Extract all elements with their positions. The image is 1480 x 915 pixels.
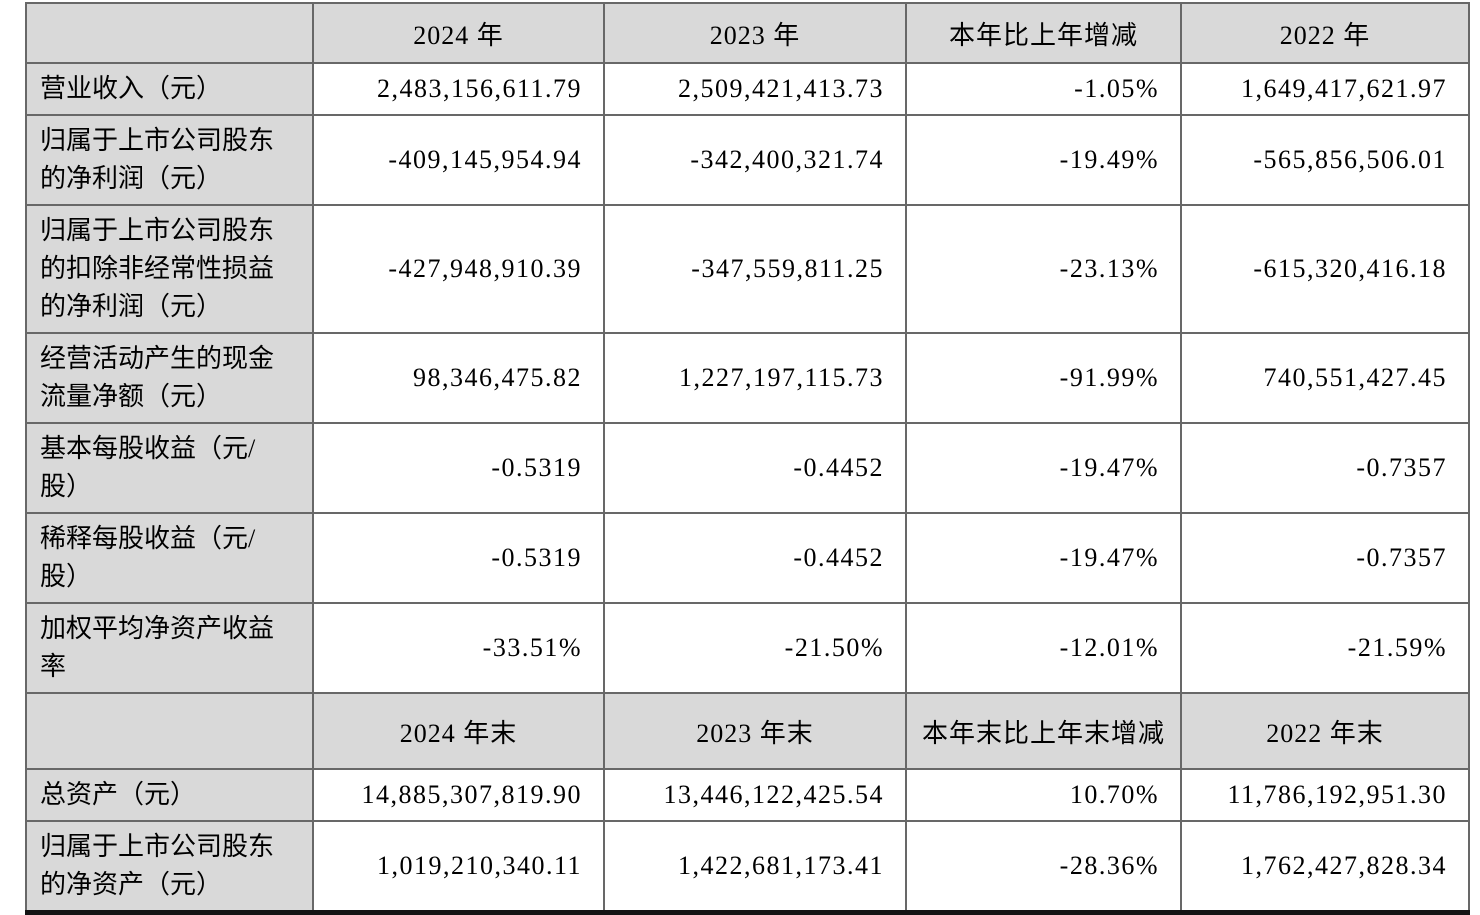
- value-yoy-change: -1.05%: [905, 62, 1182, 116]
- value-2023: 1,227,197,115.73: [603, 332, 907, 424]
- value-year-end-change: -28.36%: [905, 820, 1182, 914]
- value-2022-end: 11,786,192,951.30: [1180, 768, 1470, 822]
- row-label: 营业收入（元）: [25, 62, 314, 116]
- value-2023: -0.4452: [603, 512, 907, 604]
- value-2024: 2,483,156,611.79: [312, 62, 605, 116]
- row-label: 总资产（元）: [25, 768, 314, 822]
- value-2024: -0.5319: [312, 422, 605, 514]
- row-basic-eps: 基本每股收益（元/股） -0.5319 -0.4452 -19.47% -0.7…: [25, 422, 1470, 514]
- value-2024-end: 14,885,307,819.90: [312, 768, 605, 822]
- value-2023: -21.50%: [603, 602, 907, 694]
- row-label: 归属于上市公司股东的净资产（元）: [25, 820, 314, 914]
- row-label: 归属于上市公司股东的净利润（元）: [25, 114, 314, 206]
- value-2024: -409,145,954.94: [312, 114, 605, 206]
- row-net-profit-excl-nonrecurring: 归属于上市公司股东的扣除非经常性损益的净利润（元） -427,948,910.3…: [25, 204, 1470, 334]
- row-label: 经营活动产生的现金流量净额（元）: [25, 332, 314, 424]
- value-2023: 2,509,421,413.73: [603, 62, 907, 116]
- value-yoy-change: -19.49%: [905, 114, 1182, 206]
- value-yoy-change: -91.99%: [905, 332, 1182, 424]
- column-header-year-end-change: 本年末比上年末增减: [905, 692, 1182, 770]
- table-header-row-annual: 2024 年 2023 年 本年比上年增减 2022 年: [25, 2, 1470, 64]
- value-year-end-change: 10.70%: [905, 768, 1182, 822]
- value-2022: -565,856,506.01: [1180, 114, 1470, 206]
- value-yoy-change: -19.47%: [905, 422, 1182, 514]
- value-2022: -0.7357: [1180, 512, 1470, 604]
- value-2024-end: 1,019,210,340.11: [312, 820, 605, 914]
- row-operating-revenue: 营业收入（元） 2,483,156,611.79 2,509,421,413.7…: [25, 62, 1470, 116]
- value-2023: -342,400,321.74: [603, 114, 907, 206]
- value-2022: -0.7357: [1180, 422, 1470, 514]
- value-2023: -0.4452: [603, 422, 907, 514]
- row-total-assets: 总资产（元） 14,885,307,819.90 13,446,122,425.…: [25, 768, 1470, 822]
- column-header-2022: 2022 年: [1180, 2, 1470, 64]
- row-label: 加权平均净资产收益率: [25, 602, 314, 694]
- value-2022: 740,551,427.45: [1180, 332, 1470, 424]
- value-2022: 1,649,417,621.97: [1180, 62, 1470, 116]
- column-header-2024-end: 2024 年末: [312, 692, 605, 770]
- row-diluted-eps: 稀释每股收益（元/股） -0.5319 -0.4452 -19.47% -0.7…: [25, 512, 1470, 604]
- financial-summary-table: 2024 年 2023 年 本年比上年增减 2022 年 营业收入（元） 2,4…: [25, 2, 1470, 915]
- value-yoy-change: -12.01%: [905, 602, 1182, 694]
- column-header-2022-end: 2022 年末: [1180, 692, 1470, 770]
- row-net-profit-attributable: 归属于上市公司股东的净利润（元） -409,145,954.94 -342,40…: [25, 114, 1470, 206]
- value-yoy-change: -23.13%: [905, 204, 1182, 334]
- row-net-assets-attributable: 归属于上市公司股东的净资产（元） 1,019,210,340.11 1,422,…: [25, 820, 1470, 914]
- row-label: 基本每股收益（元/股）: [25, 422, 314, 514]
- value-2024: -0.5319: [312, 512, 605, 604]
- column-header-yoy-change: 本年比上年增减: [905, 2, 1182, 64]
- value-2024: -33.51%: [312, 602, 605, 694]
- financial-summary-table-wrap: 2024 年 2023 年 本年比上年增减 2022 年 营业收入（元） 2,4…: [25, 2, 1470, 915]
- column-header-2023: 2023 年: [603, 2, 907, 64]
- value-2022: -21.59%: [1180, 602, 1470, 694]
- value-yoy-change: -19.47%: [905, 512, 1182, 604]
- row-operating-cash-flow: 经营活动产生的现金流量净额（元） 98,346,475.82 1,227,197…: [25, 332, 1470, 424]
- value-2022-end: 1,762,427,828.34: [1180, 820, 1470, 914]
- column-header-blank: [25, 2, 314, 64]
- value-2024: -427,948,910.39: [312, 204, 605, 334]
- value-2023-end: 1,422,681,173.41: [603, 820, 907, 914]
- value-2022: -615,320,416.18: [1180, 204, 1470, 334]
- column-header-blank-2: [25, 692, 314, 770]
- value-2023-end: 13,446,122,425.54: [603, 768, 907, 822]
- row-weighted-avg-roe: 加权平均净资产收益率 -33.51% -21.50% -12.01% -21.5…: [25, 602, 1470, 694]
- table-header-row-year-end: 2024 年末 2023 年末 本年末比上年末增减 2022 年末: [25, 692, 1470, 770]
- column-header-2024: 2024 年: [312, 2, 605, 64]
- row-label: 归属于上市公司股东的扣除非经常性损益的净利润（元）: [25, 204, 314, 334]
- value-2024: 98,346,475.82: [312, 332, 605, 424]
- row-label: 稀释每股收益（元/股）: [25, 512, 314, 604]
- column-header-2023-end: 2023 年末: [603, 692, 907, 770]
- value-2023: -347,559,811.25: [603, 204, 907, 334]
